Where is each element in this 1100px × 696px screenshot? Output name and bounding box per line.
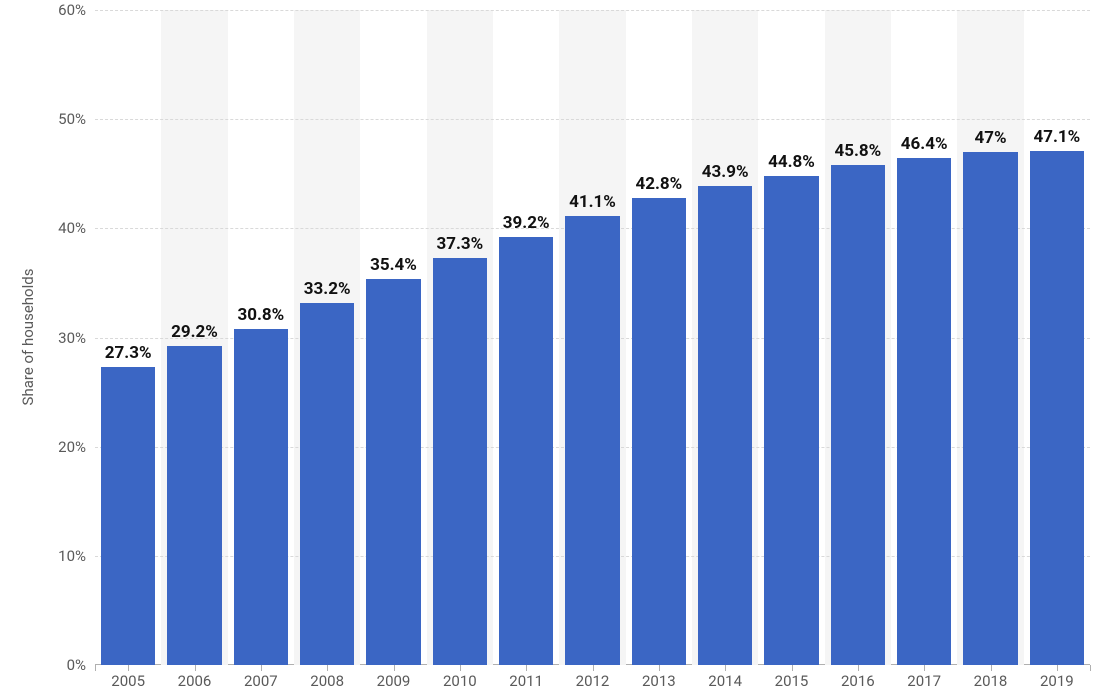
x-tick-label: 2008 bbox=[310, 672, 344, 690]
x-tick-label: 2013 bbox=[642, 672, 676, 690]
bar bbox=[698, 186, 752, 665]
bar-value-label: 47.1% bbox=[1033, 127, 1080, 147]
bar bbox=[499, 237, 553, 665]
bar-value-label: 30.8% bbox=[237, 305, 284, 325]
bar bbox=[831, 165, 885, 665]
bar bbox=[300, 303, 354, 665]
x-tick bbox=[858, 665, 859, 671]
x-tick-label: 2019 bbox=[1040, 672, 1074, 690]
bar bbox=[1030, 151, 1084, 665]
bar-value-label: 42.8% bbox=[635, 174, 682, 194]
bar bbox=[632, 198, 686, 665]
bar bbox=[366, 279, 420, 665]
x-tick-label: 2014 bbox=[708, 672, 742, 690]
x-tick bbox=[460, 665, 461, 671]
x-tick bbox=[593, 665, 594, 671]
x-tick bbox=[725, 665, 726, 671]
x-tick-label: 2010 bbox=[443, 672, 477, 690]
bar bbox=[565, 216, 619, 665]
bar-value-label: 41.1% bbox=[569, 192, 616, 212]
x-tick bbox=[792, 665, 793, 671]
bar-value-label: 43.9% bbox=[702, 162, 749, 182]
x-tick bbox=[1057, 665, 1058, 671]
x-tick bbox=[991, 665, 992, 671]
x-tick-label: 2012 bbox=[576, 672, 610, 690]
x-tick bbox=[261, 665, 262, 671]
x-tick-label: 2007 bbox=[244, 672, 278, 690]
bar bbox=[764, 176, 818, 665]
x-tick bbox=[95, 665, 96, 671]
y-tick-label: 10% bbox=[58, 547, 86, 565]
bar-value-label: 46.4% bbox=[901, 134, 948, 154]
y-tick-label: 40% bbox=[58, 219, 86, 237]
bar-value-label: 45.8% bbox=[834, 141, 881, 161]
x-tick bbox=[924, 665, 925, 671]
bar-value-label: 35.4% bbox=[370, 255, 417, 275]
x-tick bbox=[128, 665, 129, 671]
bar-value-label: 47% bbox=[974, 128, 1006, 148]
x-tick bbox=[394, 665, 395, 671]
gridline bbox=[95, 119, 1090, 120]
y-tick-label: 60% bbox=[58, 1, 86, 19]
bar bbox=[963, 152, 1017, 665]
bar-value-label: 37.3% bbox=[436, 234, 483, 254]
bar bbox=[234, 329, 288, 665]
x-tick-label: 2016 bbox=[841, 672, 875, 690]
bar bbox=[101, 367, 155, 665]
x-tick bbox=[526, 665, 527, 671]
x-tick bbox=[659, 665, 660, 671]
bar-value-label: 27.3% bbox=[105, 343, 152, 363]
bar-value-label: 39.2% bbox=[503, 213, 550, 233]
x-tick bbox=[327, 665, 328, 671]
y-tick-label: 20% bbox=[58, 438, 86, 456]
x-tick-label: 2006 bbox=[178, 672, 212, 690]
x-tick-label: 2018 bbox=[974, 672, 1008, 690]
x-tick-label: 2017 bbox=[907, 672, 941, 690]
bar-value-label: 44.8% bbox=[768, 152, 815, 172]
y-tick-label: 50% bbox=[58, 110, 86, 128]
x-tick bbox=[195, 665, 196, 671]
bar bbox=[897, 158, 951, 665]
gridline bbox=[95, 10, 1090, 11]
bar-value-label: 33.2% bbox=[304, 279, 351, 299]
x-tick bbox=[1090, 665, 1091, 671]
y-axis-title: Share of households bbox=[19, 269, 37, 406]
plot-area: 27.3% 29.2% 30.8% 33.2% 35.4% 37.3% 39.2% 41.1%… bbox=[95, 10, 1090, 665]
x-tick-label: 2015 bbox=[775, 672, 809, 690]
x-tick-label: 2009 bbox=[377, 672, 411, 690]
x-tick-label: 2011 bbox=[509, 672, 543, 690]
bar bbox=[433, 258, 487, 665]
x-tick-label: 2005 bbox=[111, 672, 145, 690]
bar-chart: Share of households 27.3% 29.2% 30.8% 33.2%… bbox=[0, 0, 1100, 696]
bar bbox=[167, 346, 221, 665]
y-tick-label: 30% bbox=[58, 329, 86, 347]
y-tick-label: 0% bbox=[67, 656, 86, 674]
bar-value-label: 29.2% bbox=[171, 322, 218, 342]
